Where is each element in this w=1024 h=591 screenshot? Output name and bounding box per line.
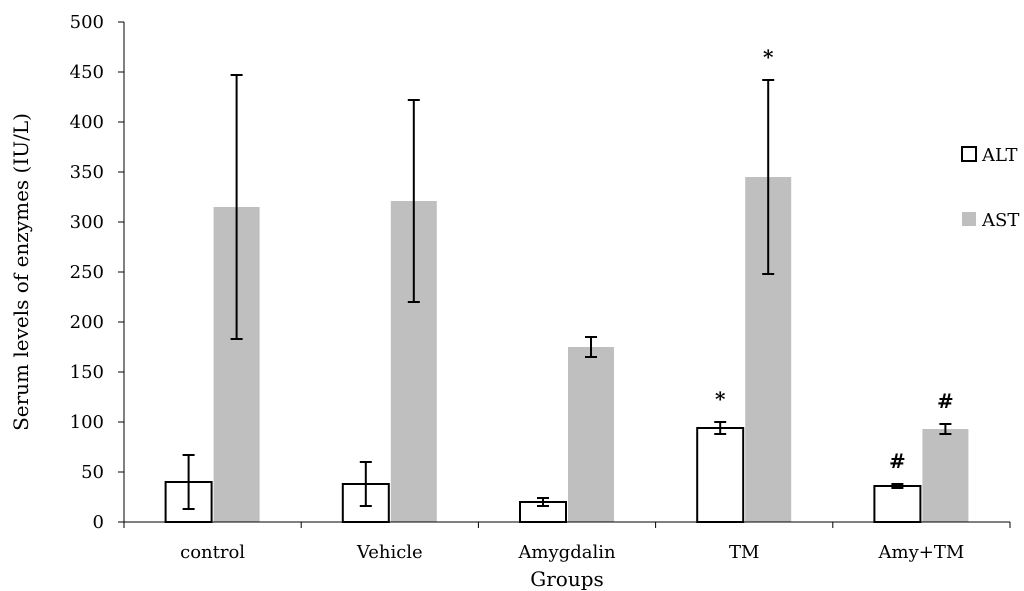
error-bar-ast xyxy=(762,79,775,275)
significance-annotation: # xyxy=(937,389,954,413)
annotations: * # * # xyxy=(715,45,954,473)
significance-annotation: * xyxy=(763,45,774,69)
y-tick-label: 250 xyxy=(70,262,104,283)
x-tick-label: Amy+TM xyxy=(878,542,965,563)
y-tick-label: 400 xyxy=(70,112,104,133)
x-tick-label: Vehicle xyxy=(356,542,423,563)
y-tick-label: 150 xyxy=(70,362,104,383)
y-tick-label: 200 xyxy=(70,312,104,333)
error-bar-ast xyxy=(230,74,243,340)
error-bar-ast xyxy=(939,423,952,435)
y-tick-label: 0 xyxy=(93,512,104,533)
error-bar-ast xyxy=(407,99,420,303)
y-tick-label: 450 xyxy=(70,62,104,83)
bar-alt xyxy=(696,427,745,523)
y-axis-title: Serum levels of enzymes (IU/L) xyxy=(9,113,33,431)
legend-label-alt: ALT xyxy=(981,145,1018,166)
y-tick-label: 350 xyxy=(70,162,104,183)
legend-label-ast: AST xyxy=(981,210,1019,231)
error-bar-alt xyxy=(891,483,904,489)
bar-ast xyxy=(922,429,969,522)
x-tick-label: control xyxy=(180,542,245,563)
bars xyxy=(164,177,969,523)
y-tick-label: 50 xyxy=(81,462,104,483)
x-axis-title: Groups xyxy=(530,567,604,591)
error-bar-alt xyxy=(714,421,727,435)
legend-swatch-ast xyxy=(962,212,976,226)
error-bar-alt xyxy=(537,497,549,507)
bar-ast xyxy=(568,347,614,522)
significance-annotation: * xyxy=(715,387,726,411)
error-bar-alt xyxy=(359,461,372,507)
legend: ALT AST xyxy=(961,145,1019,231)
y-tick-label: 100 xyxy=(70,412,104,433)
x-axis-ticks: control Vehicle Amygdalin TM Amy+TM xyxy=(123,522,1011,563)
significance-annotation: # xyxy=(889,449,906,473)
legend-swatch-alt xyxy=(961,146,977,162)
y-tick-label: 500 xyxy=(70,12,104,33)
y-axis-ticks: 0 50 100 150 200 250 300 350 400 450 500 xyxy=(70,12,124,533)
error-bars xyxy=(182,74,952,510)
x-tick-label: Amygdalin xyxy=(517,542,616,563)
error-bar-ast xyxy=(585,336,597,358)
bar-alt xyxy=(873,485,922,523)
y-tick-label: 300 xyxy=(70,212,104,233)
x-tick-label: TM xyxy=(729,542,759,563)
error-bar-alt xyxy=(182,454,195,510)
